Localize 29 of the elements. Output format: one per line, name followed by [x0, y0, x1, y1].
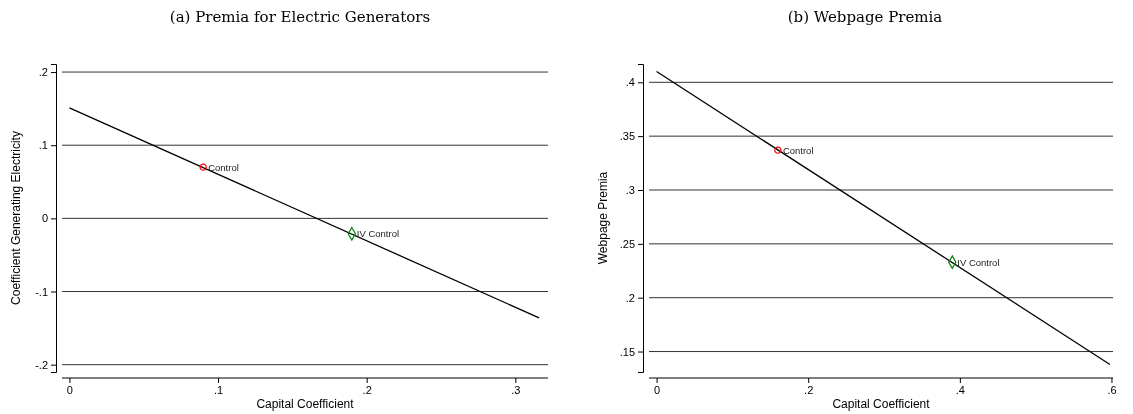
- y-axis-title: Webpage Premia: [596, 171, 610, 265]
- chart-title: (b) Webpage Premia: [787, 8, 943, 26]
- x-tick-label: .2: [362, 383, 372, 396]
- series-label: Control: [782, 144, 814, 156]
- y-tick-label: .15: [619, 345, 635, 358]
- series-label: IV Control: [356, 228, 400, 240]
- y-tick-label: .3: [625, 184, 635, 197]
- chart-title: (a) Premia for Electric Generators: [169, 8, 431, 26]
- x-tick-label: 0: [66, 383, 73, 396]
- x-tick-label: .6: [1107, 383, 1117, 396]
- y-tick-label: -.1: [35, 285, 48, 298]
- y-tick-label: .4: [625, 76, 635, 89]
- x-axis-title: Capital Coefficient: [256, 397, 355, 411]
- x-tick-label: .3: [511, 383, 521, 396]
- x-tick-label: .2: [804, 383, 814, 396]
- y-tick-label: .25: [619, 237, 635, 250]
- x-axis-title: Capital Coefficient: [832, 397, 931, 411]
- x-tick-label: .4: [955, 383, 965, 396]
- y-axis-title: Coefficient Generating Electricity: [9, 131, 23, 305]
- x-tick-label: 0: [654, 383, 661, 396]
- x-tick-label: .1: [213, 383, 224, 396]
- y-tick-label: .2: [625, 291, 635, 304]
- y-tick-label: .1: [38, 139, 48, 152]
- y-tick-label: .2: [38, 66, 48, 79]
- y-tick-label: 0: [41, 212, 48, 225]
- series-label: IV Control: [957, 256, 1000, 268]
- y-tick-label: .35: [619, 130, 635, 143]
- series-label: Control: [208, 161, 239, 173]
- y-tick-label: -.2: [35, 358, 48, 371]
